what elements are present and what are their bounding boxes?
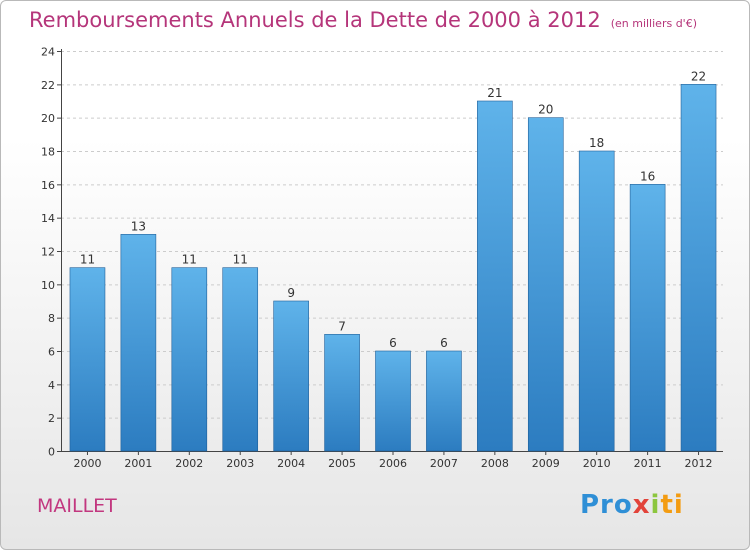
title-main: Remboursements Annuels de la Dette de 20… bbox=[29, 8, 601, 32]
data-label: 20 bbox=[538, 103, 553, 117]
data-label: 13 bbox=[131, 219, 146, 233]
data-label: 6 bbox=[389, 336, 397, 350]
logo-part: ti bbox=[660, 490, 684, 520]
logo-part: Pro bbox=[580, 490, 633, 520]
x-tick-label: 2006 bbox=[379, 457, 407, 470]
x-tick-label: 2004 bbox=[277, 457, 305, 470]
x-tick-label: 2011 bbox=[634, 457, 662, 470]
y-tick-label: 4 bbox=[48, 379, 55, 392]
y-tick-label: 20 bbox=[41, 112, 55, 125]
y-tick-label: 14 bbox=[41, 212, 55, 225]
bar bbox=[222, 267, 259, 452]
commune-name: MAILLET bbox=[37, 495, 117, 517]
data-label: 11 bbox=[80, 253, 95, 267]
x-tick-label: 2010 bbox=[583, 457, 611, 470]
bar bbox=[273, 300, 309, 452]
axes bbox=[57, 49, 723, 455]
data-label: 22 bbox=[691, 69, 706, 83]
bar bbox=[69, 267, 106, 452]
bars bbox=[69, 84, 717, 452]
bar bbox=[375, 350, 411, 452]
bar bbox=[426, 350, 462, 452]
bar bbox=[171, 267, 208, 452]
bar bbox=[120, 234, 157, 452]
x-tick-label: 2008 bbox=[481, 457, 509, 470]
bar bbox=[578, 150, 615, 452]
y-tick-label: 10 bbox=[41, 279, 55, 292]
y-tick-label: 12 bbox=[41, 246, 55, 259]
proxiti-logo: Proxiti bbox=[580, 490, 684, 520]
x-tick-label: 2001 bbox=[124, 457, 152, 470]
title-unit: (en milliers d'€) bbox=[610, 17, 697, 30]
bar bbox=[629, 184, 666, 452]
x-tick-label: 2012 bbox=[685, 457, 713, 470]
y-tick-label: 0 bbox=[48, 446, 55, 459]
bar bbox=[680, 84, 717, 452]
data-label: 11 bbox=[233, 253, 248, 267]
y-tick-label: 16 bbox=[41, 179, 55, 192]
bar bbox=[324, 334, 360, 452]
data-label: 21 bbox=[487, 86, 502, 100]
y-tick-label: 22 bbox=[41, 79, 55, 92]
y-tick-label: 2 bbox=[48, 412, 55, 425]
data-label: 6 bbox=[440, 336, 448, 350]
logo-part: x bbox=[632, 490, 651, 520]
bar bbox=[527, 117, 564, 452]
y-tick-label: 18 bbox=[41, 146, 55, 159]
y-tick-label: 24 bbox=[41, 46, 55, 59]
y-tick-label: 6 bbox=[48, 346, 55, 359]
y-tick-label: 8 bbox=[48, 312, 55, 325]
bar bbox=[477, 100, 513, 452]
data-label: 11 bbox=[182, 253, 197, 267]
data-label: 9 bbox=[287, 286, 295, 300]
x-tick-label: 2000 bbox=[73, 457, 101, 470]
chart-title: Remboursements Annuels de la Dette de 20… bbox=[29, 8, 697, 32]
labels: 0246810121416182022241120001320011120021… bbox=[41, 46, 713, 471]
x-tick-label: 2007 bbox=[430, 457, 458, 470]
data-label: 18 bbox=[589, 136, 604, 150]
x-tick-label: 2005 bbox=[328, 457, 356, 470]
x-tick-label: 2009 bbox=[532, 457, 560, 470]
x-tick-label: 2003 bbox=[226, 457, 254, 470]
logo-part: i bbox=[650, 490, 661, 520]
data-label: 16 bbox=[640, 169, 655, 183]
x-tick-label: 2002 bbox=[175, 457, 203, 470]
data-label: 7 bbox=[338, 319, 346, 333]
